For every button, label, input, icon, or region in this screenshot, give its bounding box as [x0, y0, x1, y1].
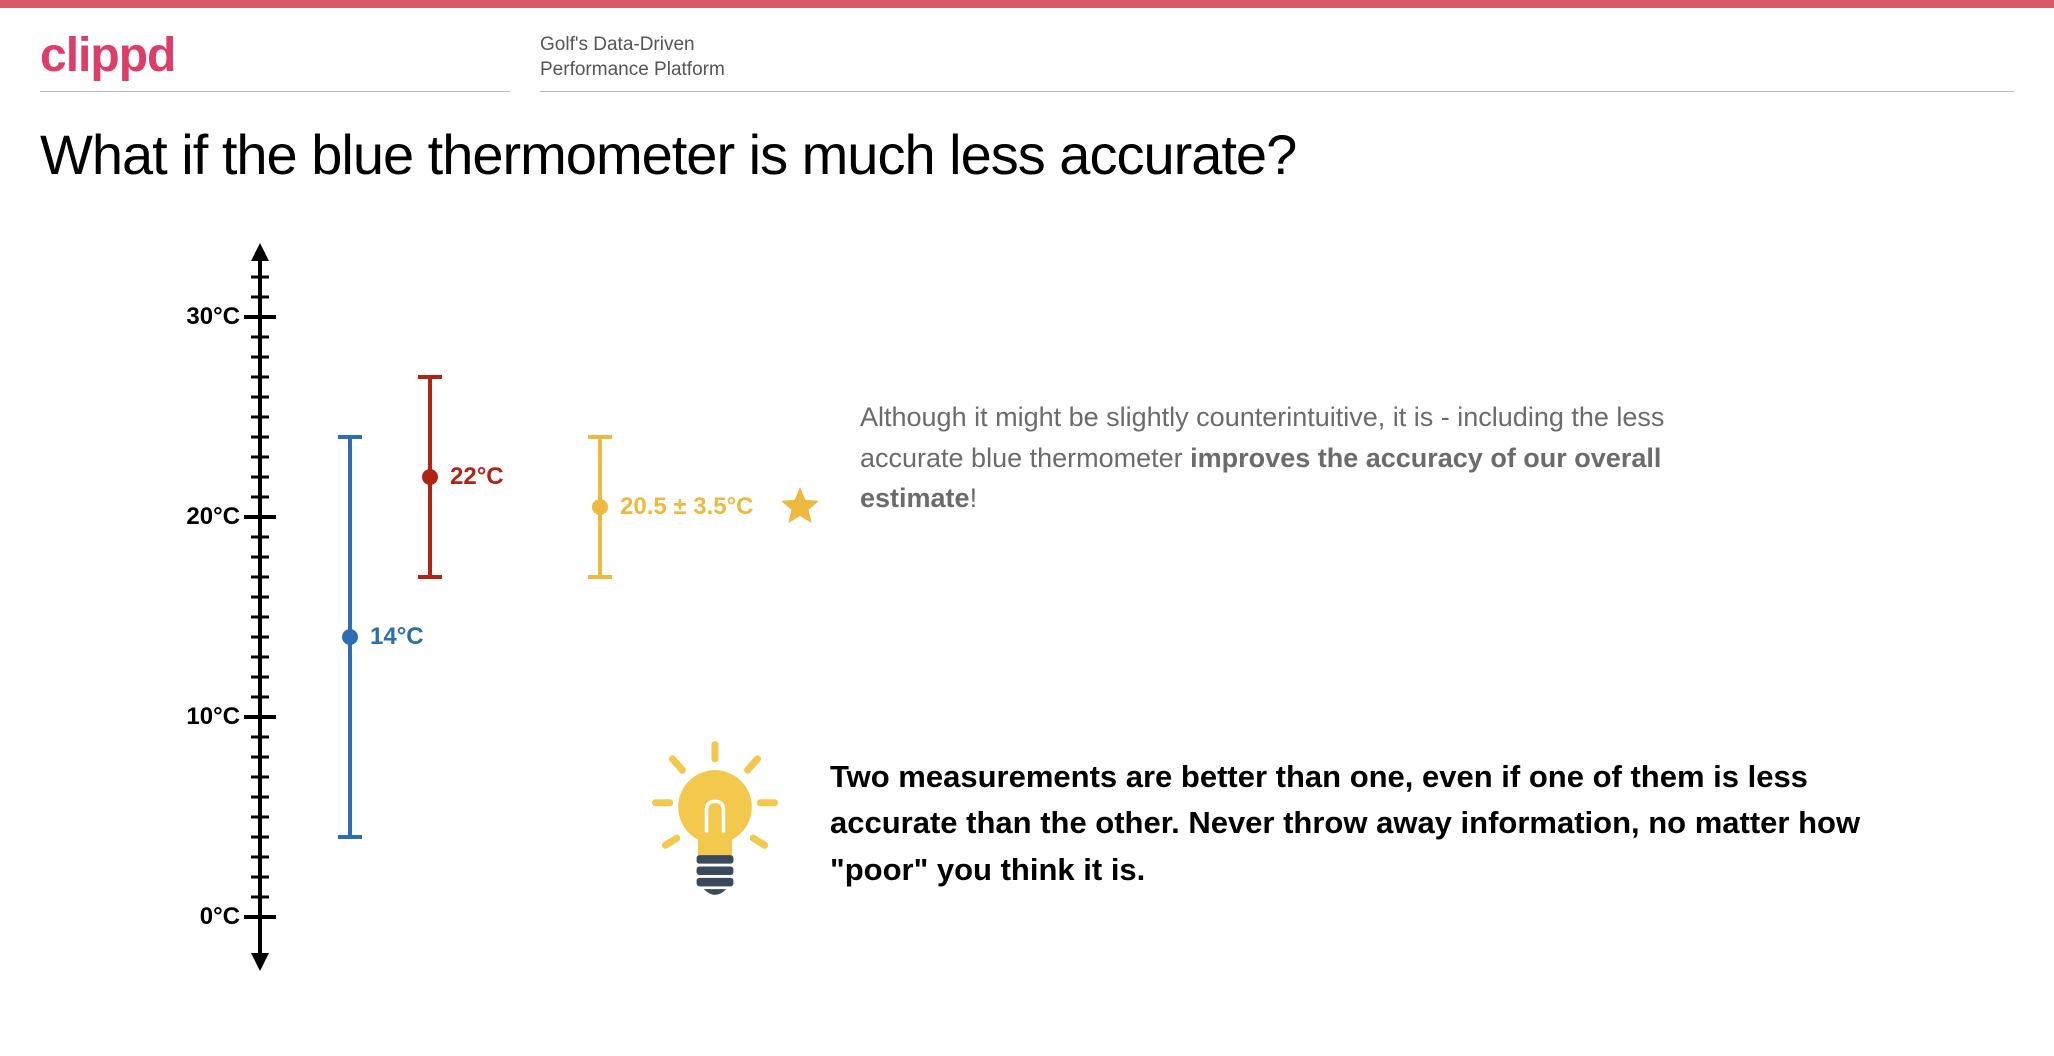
axis-tick-label: 20°C: [160, 503, 240, 531]
page-title: What if the blue thermometer is much les…: [0, 92, 2054, 197]
chart-svg: [120, 227, 820, 987]
tagline-line1: Golf's Data-Driven: [540, 32, 2014, 58]
axis-tick-label: 30°C: [160, 303, 240, 331]
series-label-red: 22°C: [450, 463, 504, 491]
tagline-wrap: Golf's Data-Driven Performance Platform: [540, 32, 2014, 92]
axis-tick-label: 0°C: [160, 903, 240, 931]
header: clippd Golf's Data-Driven Performance Pl…: [0, 8, 2054, 92]
tagline-line2: Performance Platform: [540, 57, 2014, 83]
series-label-combined: 20.5 ± 3.5°C: [620, 493, 754, 521]
series-label-blue: 14°C: [370, 623, 424, 651]
right-column: Although it might be slightly counterint…: [820, 227, 2014, 909]
content: 0°C 10°C 20°C 30°C 14°C 22°C 20.5 ± 3.5°C Alth…: [0, 197, 2054, 1027]
takeaway-row: Two measurements are better than one, ev…: [640, 739, 2014, 909]
brand-logo: clippd: [40, 28, 510, 92]
axis-tick-label: 10°C: [160, 703, 240, 731]
thermometer-chart: 0°C 10°C 20°C 30°C 14°C 22°C 20.5 ± 3.5°C: [120, 227, 820, 987]
explanation-text: Although it might be slightly counterint…: [860, 397, 1760, 519]
takeaway-text: Two measurements are better than one, ev…: [830, 754, 1880, 894]
accent-bar: [0, 0, 2054, 8]
